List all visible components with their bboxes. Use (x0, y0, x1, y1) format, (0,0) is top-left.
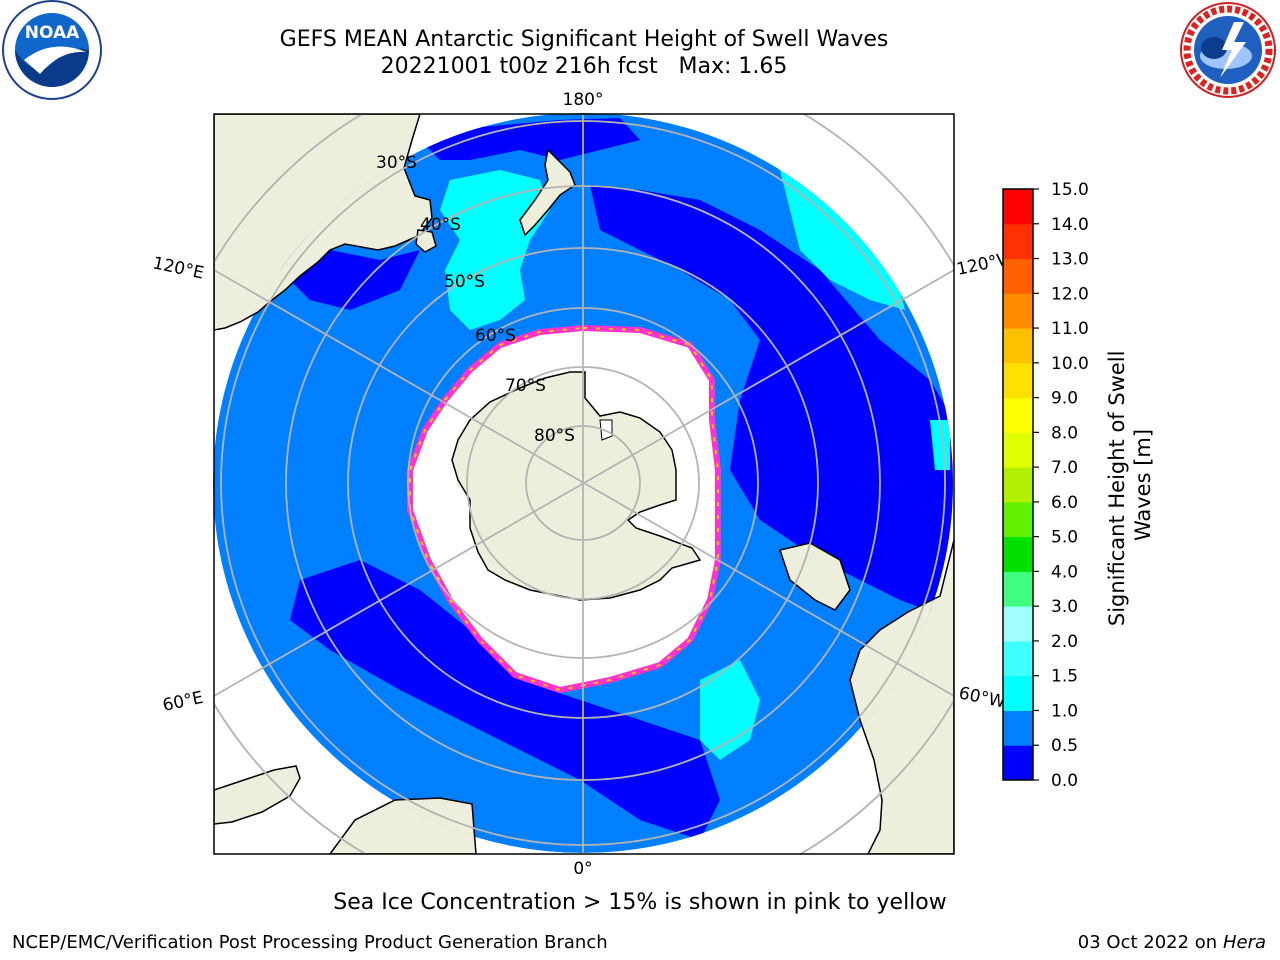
colorbar-tick-label: 0.5 (1051, 736, 1078, 756)
colorbar-segment (1003, 293, 1033, 329)
lon-label-180: 180° (563, 90, 604, 110)
colorbar-tick-label: 8.0 (1051, 423, 1078, 443)
colorbar-tick-label: 12.0 (1051, 284, 1089, 304)
antarctica (451, 371, 702, 601)
colorbar-segment (1003, 328, 1033, 364)
colorbar-tick-label: 4.0 (1051, 562, 1078, 582)
footer-credit: NCEP/EMC/Verification Post Processing Pr… (12, 932, 608, 953)
colorbar: 0.0 0.5 1.0 1.5 2.0 3.0 4.0 5.0 6.0 7.0 8.0 9.0 10.0… (1002, 180, 1089, 791)
footer-date: 03 Oct 2022 on Hera (1078, 932, 1266, 953)
lat-label-60s: 60°S (475, 326, 516, 346)
lon-label-120e: 120°E (151, 253, 206, 283)
lat-label-50s: 50°S (444, 272, 485, 292)
new-zealand (519, 148, 576, 237)
colorbar-segment (1003, 536, 1033, 572)
colorbar-tick-label: 13.0 (1051, 250, 1089, 270)
swell-field-0-0.5-east (590, 185, 953, 620)
colorbar-tick-label: 5.0 (1051, 528, 1078, 548)
colorbar-segment (1003, 640, 1033, 677)
colorbar-tick-label: 1.5 (1051, 667, 1078, 687)
colorbar-segment (1003, 467, 1033, 503)
colorbar-segment (1003, 606, 1033, 642)
chart-subtitle: 20221001 t00z 216h fcst Max: 1.65 (380, 54, 788, 79)
lat-label-70s: 70°S (505, 376, 546, 396)
colorbar-segment (1003, 501, 1033, 538)
lat-label-40s: 40°S (420, 215, 461, 235)
lon-label-0: 0° (573, 859, 592, 879)
colorbar-tick-label: 10.0 (1051, 354, 1089, 374)
graticule (214, 114, 954, 854)
colorbar-tick-label: 14.0 (1051, 215, 1089, 235)
colorbar-tick-label: 1.0 (1051, 701, 1078, 721)
colorbar-tick-label: 0.0 (1051, 771, 1078, 791)
colorbar-segment (1003, 223, 1033, 260)
nws-logo (1180, 2, 1276, 98)
colorbar-tick-label: 6.0 (1051, 493, 1078, 513)
lon-label-60w: 60°W (957, 683, 1007, 712)
colorbar-segment (1003, 675, 1033, 711)
map-frame (213, 113, 955, 855)
colorbar-label: Significant Height of Swell Waves [m] (1105, 344, 1155, 626)
footer-date-text: 03 Oct 2022 on (1077, 932, 1223, 953)
colorbar-segment (1003, 710, 1033, 746)
colorbar-segment (1003, 362, 1033, 399)
colorbar-label-line1: Significant Height of Swell (1105, 351, 1129, 627)
colorbar-tick-label: 3.0 (1051, 597, 1078, 617)
colorbar-tick-label: 7.0 (1051, 458, 1078, 478)
colorbar-segment (1003, 745, 1033, 781)
sea-ice-edge-yellow (409, 326, 719, 692)
colorbar-tick-label: 15.0 (1051, 180, 1089, 200)
colorbar-label-line2: Waves [m] (1131, 429, 1155, 541)
sea-ice-note: Sea Ice Concentration > 15% is shown in … (333, 890, 947, 915)
colorbar-segment (1003, 189, 1033, 225)
lat-label-80s: 80°S (534, 426, 575, 446)
colorbar-tick-label: 9.0 (1051, 389, 1078, 409)
swell-field-0-0.5-west (290, 560, 720, 840)
colorbar-segment (1003, 571, 1033, 607)
lat-label-30s: 30°S (376, 153, 417, 173)
colorbar-frame (1002, 188, 1034, 781)
colorbar-tick-label: 2.0 (1051, 632, 1078, 652)
colorbar-segment (1003, 258, 1033, 294)
lon-label-60e: 60°E (161, 688, 205, 716)
colorbar-tick-label: 11.0 (1051, 319, 1089, 339)
noaa-logo-text: NOAA (25, 23, 80, 43)
chart-title: GEFS MEAN Antarctic Significant Height o… (279, 27, 889, 52)
colorbar-segment (1003, 397, 1033, 433)
footer-host: Hera (1222, 932, 1266, 953)
noaa-logo: NOAA (2, 0, 102, 100)
colorbar-segment (1003, 432, 1033, 468)
